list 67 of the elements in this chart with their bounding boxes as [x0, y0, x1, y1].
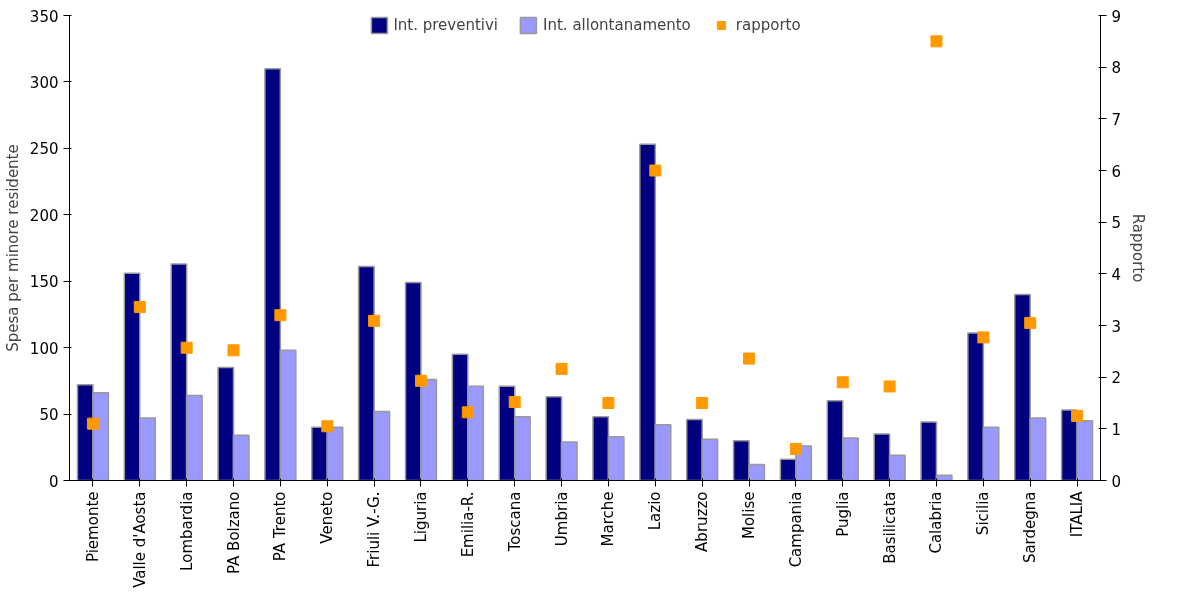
y2-axis-title: Rapporto	[1129, 213, 1148, 283]
x-tick-label: Liguria	[411, 491, 430, 543]
point	[508, 395, 521, 408]
point	[789, 442, 802, 455]
x-tick-label: Puglia	[833, 491, 852, 537]
x-tick-label: Molise	[740, 491, 759, 539]
x-tick-label: PA Bolzano	[224, 491, 243, 574]
point	[930, 35, 943, 48]
point	[836, 376, 849, 389]
x-tick-label: Valle d'Aosta	[130, 491, 149, 588]
y2-tick-label: 3	[1111, 317, 1122, 336]
point	[461, 406, 474, 419]
point	[696, 397, 709, 409]
x-tick-label: Piemonte	[83, 491, 102, 563]
y-tick-label: 300	[29, 73, 59, 92]
y-tick-label: 0	[48, 472, 59, 491]
legend-label: rapporto	[735, 16, 801, 34]
y-tick-label: 150	[29, 273, 59, 292]
x-tick-label: Calabria	[927, 491, 946, 554]
point	[180, 341, 193, 354]
point	[555, 362, 568, 375]
y-axis-title: Spesa per minore residente	[3, 144, 22, 352]
point	[883, 380, 896, 393]
point	[743, 352, 756, 365]
point	[1024, 316, 1037, 329]
x-tick-label: Toscana	[505, 491, 524, 553]
y2-tick-label: 0	[1111, 472, 1122, 491]
point	[649, 164, 662, 177]
point	[274, 309, 287, 322]
x-tick-label: Marche	[599, 491, 618, 547]
x-tick-label: Friuli V.-G.	[365, 491, 384, 568]
point	[414, 374, 427, 387]
y-tick-label: 50	[39, 406, 59, 425]
y2-tick-label: 8	[1111, 59, 1122, 78]
point	[86, 417, 99, 430]
x-tick-label: Lazio	[646, 491, 665, 531]
point	[602, 397, 615, 409]
y2-tick-label: 5	[1111, 214, 1122, 233]
point	[133, 300, 146, 313]
y-tick-label: 350	[29, 7, 59, 26]
x-tick-label: Umbria	[552, 491, 571, 547]
y2-tick-label: 2	[1111, 369, 1122, 388]
legend-label: Int. preventivi	[393, 16, 499, 34]
x-tick-label: Abruzzo	[693, 491, 712, 552]
point	[977, 331, 990, 344]
x-tick-label: Veneto	[318, 491, 337, 544]
y-tick-label: 250	[29, 140, 59, 159]
legend-label: Int. allontanamento	[543, 16, 691, 34]
x-tick-label: PA Trento	[271, 491, 290, 562]
point	[227, 344, 240, 357]
y2-tick-label: 9	[1111, 7, 1122, 26]
y2-tick-label: 4	[1111, 265, 1122, 284]
x-tick-label: Sardegna	[1021, 491, 1040, 564]
x-tick-label: ITALIA	[1068, 490, 1087, 538]
point	[321, 420, 334, 433]
y2-tick-label: 1	[1111, 420, 1122, 439]
x-tick-label: Campania	[786, 491, 805, 568]
y-tick-label: 100	[29, 339, 59, 358]
x-tick-label: Basilicata	[880, 491, 899, 564]
y2-tick-label: 7	[1111, 110, 1122, 129]
x-tick-label: Emilia-R.	[458, 491, 477, 558]
point	[1071, 409, 1084, 422]
x-tick-label: Lombardia	[177, 491, 196, 571]
x-tick-label: Sicilia	[974, 491, 993, 536]
point	[368, 314, 381, 327]
y-tick-label: 200	[29, 206, 59, 225]
y2-tick-label: 6	[1111, 162, 1122, 181]
